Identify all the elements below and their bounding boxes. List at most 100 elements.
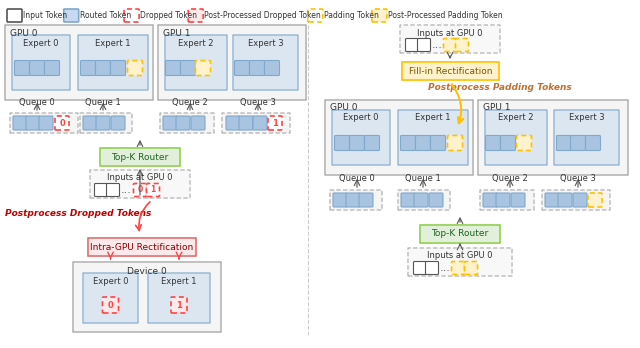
FancyBboxPatch shape [573, 193, 587, 207]
FancyBboxPatch shape [45, 61, 60, 76]
FancyBboxPatch shape [124, 9, 139, 22]
Text: Queue 1: Queue 1 [405, 174, 441, 182]
FancyBboxPatch shape [415, 135, 431, 150]
FancyBboxPatch shape [268, 116, 282, 130]
FancyBboxPatch shape [78, 35, 148, 90]
FancyBboxPatch shape [95, 61, 111, 76]
FancyBboxPatch shape [447, 135, 463, 150]
FancyBboxPatch shape [222, 113, 290, 133]
Text: 1: 1 [176, 301, 182, 309]
FancyBboxPatch shape [250, 61, 264, 76]
Text: Queue 3: Queue 3 [240, 97, 276, 106]
FancyBboxPatch shape [90, 170, 190, 198]
Text: Inputs at GPU 0: Inputs at GPU 0 [428, 252, 493, 261]
FancyBboxPatch shape [420, 225, 500, 243]
FancyBboxPatch shape [456, 39, 468, 52]
Text: Queue 3: Queue 3 [560, 174, 596, 182]
FancyBboxPatch shape [165, 35, 227, 90]
FancyBboxPatch shape [413, 261, 426, 275]
FancyBboxPatch shape [325, 100, 473, 175]
FancyBboxPatch shape [171, 297, 187, 313]
FancyBboxPatch shape [398, 110, 468, 165]
FancyBboxPatch shape [127, 61, 143, 76]
FancyBboxPatch shape [96, 116, 110, 130]
FancyBboxPatch shape [233, 35, 298, 90]
Text: ...: ... [120, 185, 131, 195]
FancyBboxPatch shape [586, 135, 600, 150]
FancyBboxPatch shape [26, 116, 40, 130]
FancyBboxPatch shape [414, 193, 428, 207]
Text: Queue 0: Queue 0 [339, 174, 375, 182]
FancyBboxPatch shape [496, 193, 510, 207]
FancyBboxPatch shape [426, 261, 438, 275]
FancyBboxPatch shape [163, 116, 177, 130]
Text: Top-K Router: Top-K Router [111, 152, 168, 161]
FancyBboxPatch shape [500, 135, 515, 150]
FancyBboxPatch shape [239, 116, 253, 130]
FancyBboxPatch shape [417, 39, 431, 52]
FancyBboxPatch shape [588, 193, 602, 207]
FancyBboxPatch shape [333, 193, 347, 207]
Text: Expert 2: Expert 2 [499, 113, 534, 122]
FancyBboxPatch shape [486, 135, 500, 150]
Text: Dropped Token: Dropped Token [140, 11, 197, 20]
FancyBboxPatch shape [55, 116, 69, 130]
Text: 0: 0 [138, 185, 143, 195]
FancyBboxPatch shape [226, 116, 240, 130]
Text: Routed Token: Routed Token [80, 11, 131, 20]
FancyBboxPatch shape [478, 100, 628, 175]
FancyBboxPatch shape [195, 61, 211, 76]
Text: Top-K Router: Top-K Router [431, 229, 488, 238]
FancyBboxPatch shape [332, 110, 390, 165]
FancyBboxPatch shape [406, 39, 419, 52]
FancyBboxPatch shape [557, 135, 572, 150]
Text: Input Token: Input Token [23, 11, 67, 20]
FancyBboxPatch shape [80, 113, 132, 133]
FancyBboxPatch shape [10, 113, 78, 133]
FancyBboxPatch shape [398, 190, 450, 210]
FancyBboxPatch shape [402, 62, 499, 80]
FancyBboxPatch shape [485, 110, 547, 165]
FancyBboxPatch shape [147, 183, 159, 197]
Text: Fill-in Rectification: Fill-in Rectification [409, 66, 492, 76]
FancyBboxPatch shape [408, 248, 512, 276]
FancyBboxPatch shape [29, 61, 45, 76]
FancyBboxPatch shape [558, 193, 572, 207]
FancyBboxPatch shape [134, 183, 147, 197]
FancyBboxPatch shape [158, 25, 306, 100]
FancyBboxPatch shape [13, 116, 27, 130]
FancyBboxPatch shape [176, 116, 190, 130]
Text: GPU 1: GPU 1 [483, 103, 511, 112]
FancyBboxPatch shape [483, 193, 497, 207]
FancyBboxPatch shape [365, 135, 380, 150]
FancyBboxPatch shape [401, 135, 415, 150]
Text: Expert 0: Expert 0 [23, 39, 59, 47]
FancyBboxPatch shape [102, 297, 118, 313]
FancyBboxPatch shape [335, 135, 349, 150]
Text: ...: ... [440, 263, 451, 273]
FancyBboxPatch shape [429, 193, 443, 207]
FancyBboxPatch shape [372, 9, 387, 22]
Text: Expert 1: Expert 1 [161, 277, 196, 286]
FancyBboxPatch shape [83, 273, 138, 323]
FancyBboxPatch shape [400, 25, 500, 53]
FancyBboxPatch shape [81, 61, 95, 76]
FancyBboxPatch shape [451, 261, 465, 275]
Text: GPU 1: GPU 1 [163, 29, 191, 38]
Text: Postprocess Dropped Tokens: Postprocess Dropped Tokens [5, 208, 152, 218]
Text: Intra-GPU Rectification: Intra-GPU Rectification [90, 243, 194, 252]
Text: GPU 0: GPU 0 [10, 29, 38, 38]
FancyBboxPatch shape [100, 148, 180, 166]
Text: Padding Token: Padding Token [324, 11, 379, 20]
FancyBboxPatch shape [346, 193, 360, 207]
FancyBboxPatch shape [330, 190, 382, 210]
Text: Queue 0: Queue 0 [19, 97, 55, 106]
Text: Inputs at GPU 0: Inputs at GPU 0 [108, 174, 173, 182]
FancyBboxPatch shape [83, 116, 97, 130]
Text: Expert 0: Expert 0 [343, 113, 379, 122]
Text: Post-Processed Dropped Token: Post-Processed Dropped Token [204, 11, 321, 20]
FancyBboxPatch shape [401, 193, 415, 207]
FancyBboxPatch shape [570, 135, 586, 150]
FancyBboxPatch shape [39, 116, 53, 130]
FancyBboxPatch shape [148, 273, 210, 323]
